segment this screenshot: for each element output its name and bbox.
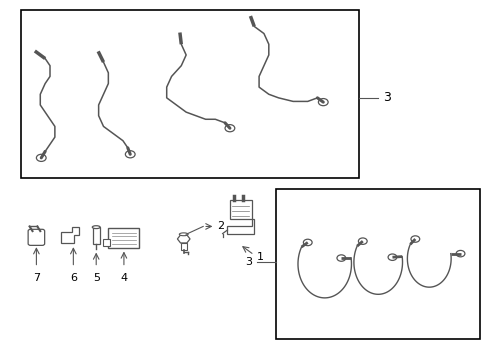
- Text: 4: 4: [120, 273, 127, 283]
- Text: 6: 6: [70, 273, 77, 283]
- Text: 1: 1: [256, 252, 263, 262]
- Text: 3: 3: [382, 91, 390, 104]
- Text: 3: 3: [244, 257, 251, 267]
- Text: 5: 5: [93, 273, 100, 283]
- Bar: [229, 200, 251, 219]
- Bar: [102, 239, 110, 246]
- Bar: [276, 189, 479, 339]
- Bar: [21, 10, 358, 178]
- Ellipse shape: [179, 233, 188, 236]
- Text: 7: 7: [33, 273, 40, 283]
- Bar: [93, 227, 100, 244]
- Polygon shape: [61, 227, 79, 243]
- Polygon shape: [177, 235, 190, 243]
- Bar: [108, 228, 138, 248]
- FancyBboxPatch shape: [28, 229, 44, 246]
- Ellipse shape: [92, 226, 100, 229]
- Text: 2: 2: [216, 221, 224, 231]
- Polygon shape: [227, 219, 254, 234]
- Bar: [181, 243, 186, 250]
